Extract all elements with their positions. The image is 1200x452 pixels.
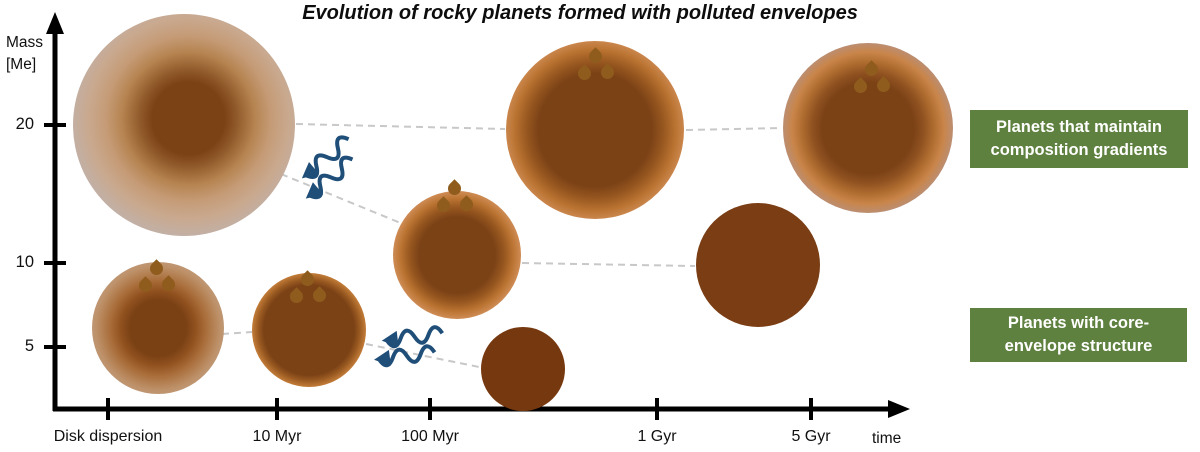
annotation-line: composition gradients xyxy=(990,141,1168,159)
x-axis-arrow-icon xyxy=(888,400,910,418)
pollution-droplets-icon xyxy=(136,259,178,298)
annotation-line: Planets that maintain xyxy=(996,118,1162,137)
planet-10myr-small xyxy=(252,273,366,387)
pollution-droplets-icon xyxy=(434,179,476,218)
droplet-icon xyxy=(862,60,881,79)
droplet-icon xyxy=(851,77,870,96)
planet-disk-dispersion-massive xyxy=(73,14,295,236)
pollution-droplets-icon xyxy=(575,47,617,86)
evolution-dashed-link xyxy=(280,173,404,225)
droplet-icon xyxy=(136,276,155,295)
escape-arrows-massive-icon xyxy=(301,135,354,200)
y-tick-label-20: 20 xyxy=(15,115,34,133)
y-tick-label-5: 5 xyxy=(24,337,34,355)
x-tick-label: 100 Myr xyxy=(401,428,459,445)
planet-gyr-core-envelope xyxy=(696,203,820,327)
x-tick-label: 5 Gyr xyxy=(791,428,831,445)
annotation-maintain-gradients: Planets that maintain composition gradie… xyxy=(970,110,1188,168)
planet-disk-dispersion-small xyxy=(92,262,224,394)
droplet-icon xyxy=(445,179,464,198)
droplet-icon xyxy=(298,270,317,289)
planet-100myr-stripped xyxy=(481,327,565,411)
y-axis-arrow-icon xyxy=(46,12,64,34)
planet-1gyr-massive xyxy=(506,41,684,219)
droplet-icon xyxy=(310,286,329,305)
figure-title: Evolution of rocky planets formed with p… xyxy=(302,2,858,24)
droplet-icon xyxy=(159,275,178,294)
annotation-line: envelope structure xyxy=(1004,337,1153,355)
evolution-dashed-link xyxy=(295,123,506,130)
escape-arrows-small-icon xyxy=(374,325,444,368)
y-tick-label-10: 10 xyxy=(15,253,34,271)
droplet-icon xyxy=(586,47,605,66)
droplet-icon xyxy=(434,196,453,215)
x-tick-label: Disk dispersion xyxy=(53,428,163,445)
evolution-dashed-link xyxy=(685,127,782,131)
evolution-dashed-link xyxy=(521,262,696,267)
pollution-droplets-icon xyxy=(287,270,329,309)
droplet-icon xyxy=(147,259,166,278)
annotation-line: Planets with core- xyxy=(1007,314,1150,333)
droplet-icon xyxy=(287,287,306,306)
droplet-icon xyxy=(457,195,476,214)
droplet-icon xyxy=(874,76,893,95)
annotation-core-envelope: Planets with core- envelope structure xyxy=(970,308,1187,362)
y-axis-title-unit: [Me] xyxy=(6,56,37,73)
droplet-icon xyxy=(598,63,617,82)
y-axis-title-mass: Mass xyxy=(6,34,44,51)
droplet-icon xyxy=(575,64,594,83)
evolution-dashed-link xyxy=(365,343,485,369)
x-tick-label: 1 Gyr xyxy=(637,428,677,445)
x-axis-title: time xyxy=(872,430,902,447)
pollution-droplets-icon xyxy=(851,60,893,99)
planet-100myr-intermediate xyxy=(393,191,521,319)
x-tick-label: 10 Myr xyxy=(252,428,302,445)
evolution-dashed-link xyxy=(221,331,253,335)
